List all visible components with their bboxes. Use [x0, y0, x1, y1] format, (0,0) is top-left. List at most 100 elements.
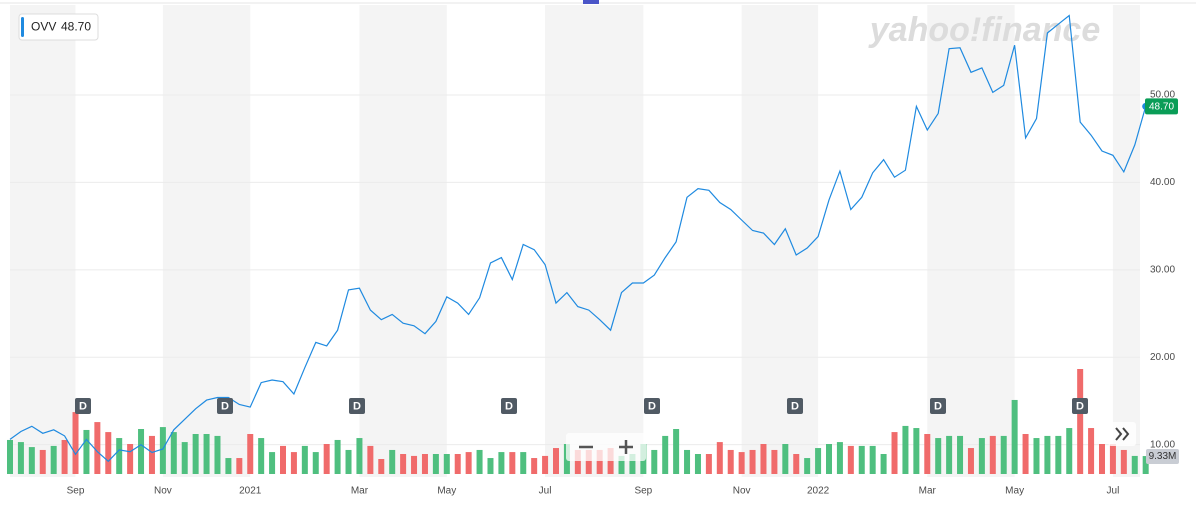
x-tick-label: Nov — [733, 486, 751, 497]
dividend-box — [644, 398, 660, 414]
volume-bar — [1011, 399, 1018, 474]
volume-bar — [596, 449, 603, 474]
legend-name: OVV — [31, 20, 56, 34]
volume-bar — [487, 458, 494, 474]
volume-bar — [411, 455, 418, 474]
drag-handle[interactable] — [583, 0, 599, 4]
dividend-marker[interactable]: D — [644, 398, 660, 414]
volume-bar — [1120, 449, 1127, 474]
y-tick-label: 30.00 — [1150, 264, 1175, 275]
volume-bar — [967, 448, 974, 474]
volume-bar — [782, 444, 789, 474]
volume-bar — [61, 439, 68, 474]
volume-bar — [1033, 438, 1040, 474]
legend[interactable]: OVV 48.70 — [18, 13, 99, 41]
volume-bar — [978, 438, 985, 474]
volume-bar — [280, 445, 286, 474]
volume-bar — [913, 428, 920, 474]
volume-bar — [94, 422, 101, 474]
volume-bar — [847, 445, 854, 474]
dividend-box — [217, 398, 233, 414]
zoom-controls — [566, 433, 646, 461]
volume-bar — [367, 445, 374, 474]
volume-bar — [673, 429, 680, 474]
volume-bar — [1000, 435, 1007, 474]
volume-bar — [902, 425, 909, 474]
band — [741, 5, 819, 477]
band — [545, 5, 644, 477]
volume-bar — [760, 444, 767, 474]
legend-box — [18, 13, 99, 41]
volume-bar — [148, 435, 155, 474]
expand-button[interactable] — [1108, 422, 1136, 446]
volume-bar — [509, 452, 516, 474]
volume-bar — [662, 435, 669, 474]
volume-bar — [957, 435, 964, 474]
band — [162, 5, 251, 477]
watermark: yahoo!finance — [868, 11, 1100, 49]
x-tick-label: Jul — [539, 486, 552, 497]
volume-bar — [826, 444, 832, 474]
band — [10, 5, 76, 477]
x-tick-label: Nov — [154, 486, 172, 497]
volume-bar — [891, 432, 898, 474]
volume-bar — [869, 445, 876, 474]
price-badge — [1145, 98, 1178, 115]
volume-bar — [935, 438, 942, 474]
zoom-box — [566, 433, 646, 461]
volume-bar — [356, 438, 363, 474]
volume-bar — [727, 449, 734, 474]
dividend-marker[interactable]: D — [787, 398, 803, 414]
band — [359, 5, 447, 477]
x-tick-label: May — [1005, 486, 1024, 497]
volume-bar — [705, 454, 712, 474]
volume-bar — [7, 439, 13, 474]
volume-bar — [421, 454, 428, 474]
x-tick-label: May — [437, 486, 456, 497]
volume-bar — [542, 455, 549, 474]
volume-bar — [858, 445, 865, 474]
dividend-marker[interactable]: D — [349, 398, 365, 414]
volume-bar — [72, 412, 79, 474]
volume-bar — [28, 447, 35, 474]
x-tick-label: Jul — [1107, 486, 1120, 497]
dividend-label: D — [505, 400, 513, 412]
price-badge-label: 48.70 — [1149, 102, 1174, 113]
dividend-label: D — [353, 400, 361, 412]
volume-bar — [651, 449, 658, 474]
volume-bar — [105, 432, 112, 474]
volume-bar — [443, 454, 450, 474]
dividend-marker[interactable]: D — [217, 398, 233, 414]
volume-bar — [323, 444, 330, 474]
volume-bar — [498, 452, 505, 474]
dividend-label: D — [648, 400, 656, 412]
volume-bar — [607, 448, 614, 474]
volume-bar — [585, 449, 592, 474]
volume-bar — [269, 452, 276, 474]
x-tick-label: 2022 — [807, 486, 830, 497]
x-tick-label: Mar — [919, 486, 937, 497]
dividend-marker[interactable]: D — [930, 398, 946, 414]
volume-bar — [192, 434, 199, 474]
volume-bar — [694, 454, 701, 474]
volume-bar — [793, 454, 800, 474]
volume-bar — [378, 459, 385, 474]
volume-bar — [1088, 428, 1095, 474]
volume-bar — [50, 445, 57, 474]
volume-bar — [203, 434, 210, 474]
volume-bar — [345, 449, 352, 474]
dividend-marker[interactable]: D — [501, 398, 517, 414]
volume-bar — [170, 432, 177, 474]
volume-bar — [1109, 444, 1116, 474]
dividend-marker[interactable]: D — [1072, 398, 1088, 414]
volume-bar — [836, 442, 843, 474]
volume-bar — [1044, 435, 1051, 474]
dividend-marker[interactable]: D — [75, 398, 91, 414]
volume-bar — [1066, 428, 1073, 474]
dividend-label: D — [79, 400, 87, 412]
volume-bar — [214, 435, 221, 474]
volume-bar — [629, 454, 636, 474]
x-tick-label: Sep — [67, 486, 85, 497]
volume-bar — [880, 454, 887, 474]
